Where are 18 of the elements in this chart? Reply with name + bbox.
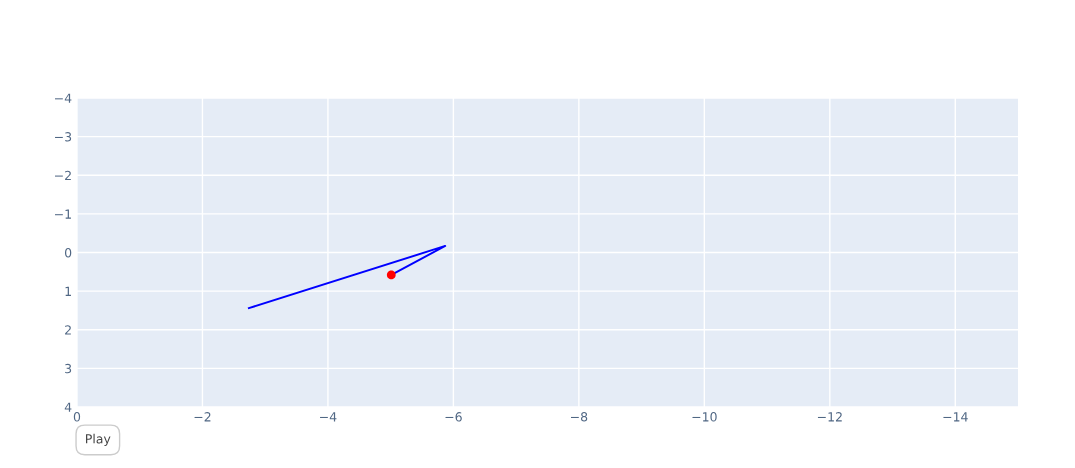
y-tick-label: −3	[55, 132, 72, 142]
x-tick-label: −8	[570, 412, 588, 422]
x-tick-label: −10	[692, 412, 717, 422]
x-tick-label: −12	[817, 412, 842, 422]
x-tick-label: −6	[445, 412, 462, 422]
y-tick-label: 0	[64, 247, 72, 258]
y-tick-label: 2	[65, 325, 71, 335]
y-tick-label: −4	[55, 93, 72, 103]
y-tick-label: −1	[55, 209, 71, 219]
y-tick-label: 1	[65, 286, 71, 296]
x-tick-label: 0	[73, 412, 81, 422]
y-tick-label: 4	[64, 402, 72, 412]
x-tick-label: −2	[194, 412, 211, 422]
y-tick-label: 3	[65, 363, 72, 374]
x-tick-label: −4	[320, 412, 337, 422]
y-tick-label: −2	[55, 170, 71, 180]
text: Play	[86, 433, 111, 446]
x-tick-label: −14	[943, 412, 968, 422]
